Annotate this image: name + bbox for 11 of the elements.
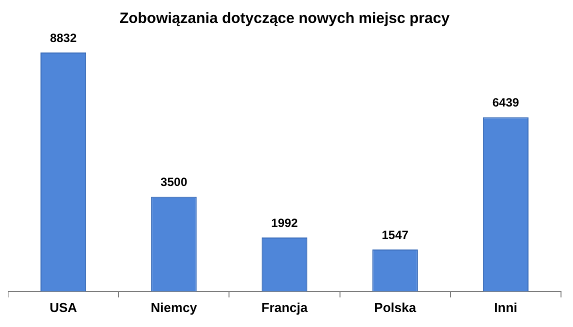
x-tick-label: Inni — [494, 300, 518, 315]
data-label: 6439 — [492, 96, 520, 110]
x-tick-label: Francja — [261, 300, 308, 315]
x-tick-label: Polska — [374, 300, 417, 315]
data-label: 1992 — [271, 216, 298, 230]
x-tick-label: USA — [50, 300, 78, 315]
data-label: 3500 — [160, 175, 188, 190]
data-label: 8832 — [50, 30, 77, 45]
chart-title: Zobowiązania dotyczące nowych miejsc pracy — [119, 10, 450, 28]
x-tick-label: Niemcy — [150, 300, 198, 315]
data-label: 1547 — [382, 228, 409, 242]
